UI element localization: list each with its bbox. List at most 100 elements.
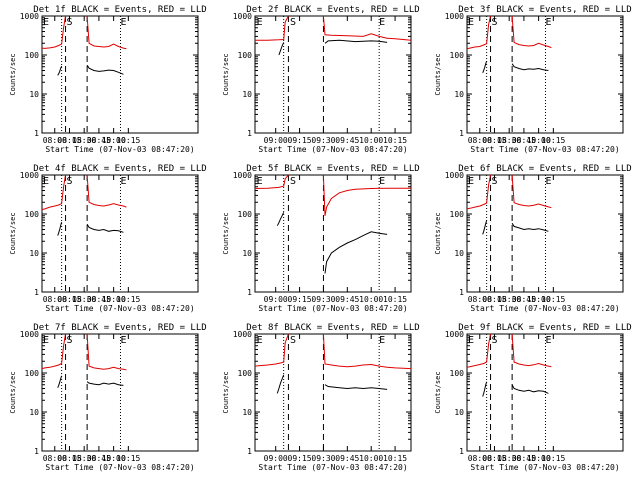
marker-label-s: S	[492, 335, 498, 346]
y-tick-label: 10	[242, 249, 252, 258]
y-tick-label: 1	[34, 288, 39, 297]
panel-det-7: Det 7f BLACK = Events, RED = LLD 1 10 100 10…	[9, 323, 207, 472]
panel-det-4: Det 4f BLACK = Events, RED = LLD 1 10 100 10…	[9, 164, 207, 313]
marker-label-e: E	[468, 176, 474, 187]
marker-label-s: S	[67, 176, 73, 187]
y-tick-label: 10	[242, 90, 252, 99]
x-tick-label: 10:00	[527, 295, 551, 304]
y-tick-label: 100	[450, 51, 465, 60]
marker-label-e: E	[257, 335, 263, 346]
x-tick-label: 08:45	[87, 295, 111, 304]
y-tick-label: 10	[29, 249, 39, 258]
series-lld-segment-1	[254, 333, 289, 367]
series-lld-segment-2	[322, 333, 412, 370]
y-axis-label: Counts/sec	[9, 212, 17, 254]
series-events-segment-1	[278, 42, 285, 56]
panel-title: Det 7f BLACK = Events, RED = LLD	[33, 323, 206, 333]
marker-label-s: S	[290, 335, 296, 346]
x-tick-label: 10:15	[116, 295, 140, 304]
x-axis-label: Start Time (07-Nov-03 08:47:20)	[45, 145, 194, 154]
panel-title: Det 6f BLACK = Events, RED = LLD	[458, 164, 631, 174]
marker-label-e: E	[379, 176, 385, 187]
series-lld-segment-1	[466, 15, 491, 50]
y-tick-label: 10	[29, 408, 39, 417]
x-tick-label: 09:15	[288, 136, 312, 145]
plot-frame	[254, 174, 412, 293]
x-tick-label: 10:15	[116, 454, 140, 463]
x-tick-label: 08:45	[87, 454, 111, 463]
series-lld-segment-1	[41, 333, 66, 370]
y-tick-label: 1000	[445, 330, 464, 339]
x-tick-label: 09:45	[335, 454, 359, 463]
x-tick-label: 08:45	[87, 136, 111, 145]
panel-title: Det 9f BLACK = Events, RED = LLD	[458, 323, 631, 333]
x-tick-label: 08:15	[57, 454, 81, 463]
x-tick-label: 10:15	[541, 136, 565, 145]
x-tick-label: 09:15	[288, 295, 312, 304]
x-tick-label: 09:00	[264, 454, 288, 463]
series-events-segment-1	[57, 221, 63, 236]
y-tick-label: 1000	[20, 330, 39, 339]
marker-label-s: S	[67, 17, 73, 28]
y-tick-label: 1000	[20, 171, 39, 180]
y-tick-label: 100	[25, 210, 40, 219]
x-axis-label: Start Time (07-Nov-03 08:47:20)	[470, 145, 619, 154]
y-tick-label: 100	[450, 210, 465, 219]
panel-det-5: Det 5f BLACK = Events, RED = LLD 1 10 100 10…	[222, 164, 420, 313]
x-tick-label: 10:15	[383, 136, 407, 145]
x-tick-label: 09:30	[311, 295, 335, 304]
x-tick-label: 10:00	[102, 454, 126, 463]
panel-det-8: Det 8f BLACK = Events, RED = LLD 1 10 100 10…	[222, 323, 420, 472]
panel-title: Det 8f BLACK = Events, RED = LLD	[246, 323, 419, 333]
y-tick-label: 100	[238, 51, 253, 60]
y-tick-label: 100	[450, 369, 465, 378]
x-tick-label: 10:15	[116, 136, 140, 145]
x-tick-label: 10:15	[541, 295, 565, 304]
marker-label-e: E	[43, 176, 49, 187]
y-tick-label: 1	[247, 447, 252, 456]
y-axis-label: Counts/sec	[434, 212, 442, 254]
y-tick-label: 1000	[233, 171, 252, 180]
marker-label-e: E	[120, 176, 126, 187]
x-axis-label: Start Time (07-Nov-03 08:47:20)	[470, 463, 619, 472]
x-tick-label: 10:00	[359, 136, 383, 145]
x-tick-label: 08:00	[468, 136, 492, 145]
panel-det-2: Det 2f BLACK = Events, RED = LLD 1 10 100 10…	[222, 5, 420, 154]
panel-det-1: Det 1f BLACK = Events, RED = LLD 1 10 100 10…	[9, 5, 207, 154]
y-tick-label: 100	[25, 369, 40, 378]
x-axis-label: Start Time (07-Nov-03 08:47:20)	[45, 304, 194, 313]
x-tick-label: 08:15	[57, 295, 81, 304]
y-axis-label: Counts/sec	[434, 53, 442, 95]
series-lld-segment-2	[511, 174, 552, 209]
panel-title: Det 3f BLACK = Events, RED = LLD	[458, 5, 631, 15]
series-lld-segment-1	[254, 174, 289, 189]
y-tick-label: 1000	[233, 330, 252, 339]
x-tick-label: 09:30	[311, 454, 335, 463]
x-tick-label: 10:00	[102, 136, 126, 145]
y-axis-label: Counts/sec	[9, 371, 17, 413]
x-tick-label: 09:45	[335, 136, 359, 145]
x-tick-label: 08:30	[497, 454, 521, 463]
marker-label-e: E	[545, 176, 551, 187]
panel-title: Det 2f BLACK = Events, RED = LLD	[246, 5, 419, 15]
x-tick-label: 10:15	[383, 454, 407, 463]
panel-title: Det 1f BLACK = Events, RED = LLD	[33, 5, 206, 15]
x-tick-label: 08:00	[468, 454, 492, 463]
series-events-segment-2	[324, 384, 388, 390]
marker-label-e: E	[120, 335, 126, 346]
marker-label-e: E	[257, 17, 263, 28]
x-tick-label: 08:30	[72, 295, 96, 304]
x-tick-label: 08:30	[72, 136, 96, 145]
marker-label-e: E	[379, 17, 385, 28]
x-tick-label: 08:00	[43, 454, 67, 463]
series-events-segment-1	[482, 60, 488, 73]
series-lld-segment-1	[41, 174, 66, 211]
x-tick-label: 08:45	[512, 295, 536, 304]
y-tick-label: 10	[29, 90, 39, 99]
marker-label-s: S	[492, 176, 498, 187]
panel-det-6: Det 6f BLACK = Events, RED = LLD 1 10 100 10…	[434, 164, 632, 313]
x-tick-label: 08:45	[512, 454, 536, 463]
series-lld-segment-2	[511, 15, 552, 49]
series-lld-segment-1	[255, 15, 289, 41]
